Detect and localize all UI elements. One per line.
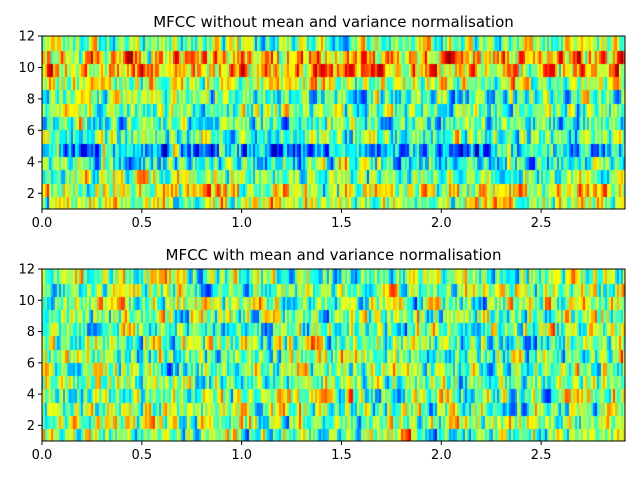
y-tick-label: 10: [18, 294, 35, 309]
x-tick-label: 2.0: [431, 216, 452, 231]
y-axis-ticks: 2 4 6 8 10 12: [18, 263, 42, 434]
y-tick-label: 12: [18, 263, 35, 278]
x-tick-label: 0.5: [131, 448, 152, 463]
spectrogram-subplot-normalised: MFCC with mean and variance normalisatio…: [18, 246, 626, 463]
y-tick-label: 6: [27, 124, 35, 139]
y-tick-label: 8: [27, 325, 35, 340]
y-tick-label: 6: [27, 356, 35, 371]
plot-frame: [41, 268, 626, 442]
x-tick-label: 1.5: [331, 216, 352, 231]
y-tick-label: 4: [27, 388, 35, 403]
y-tick-label: 2: [27, 419, 35, 434]
chart-title: MFCC without mean and variance normalisa…: [153, 13, 514, 31]
y-tick-label: 2: [27, 187, 35, 202]
y-tick-label: 4: [27, 155, 35, 170]
x-tick-label: 2.5: [531, 216, 552, 231]
x-tick-label: 2.5: [531, 448, 552, 463]
heatmap-area: [42, 269, 625, 441]
x-tick-label: 0.5: [131, 216, 152, 231]
x-axis-ticks: 0.0 0.5 1.0 1.5 2.0 2.5: [32, 441, 552, 463]
x-tick-label: 1.5: [331, 448, 352, 463]
x-tick-label: 0.0: [32, 448, 53, 463]
spectrogram-subplot-unnormalised: MFCC without mean and variance normalisa…: [18, 13, 626, 231]
y-axis-ticks: 2 4 6 8 10 12: [18, 30, 42, 202]
x-tick-label: 1.0: [231, 448, 252, 463]
x-axis-ticks: 0.0 0.5 1.0 1.5 2.0 2.5: [32, 209, 552, 231]
x-tick-label: 1.0: [231, 216, 252, 231]
y-tick-label: 12: [18, 30, 35, 45]
x-tick-label: 2.0: [431, 448, 452, 463]
y-tick-label: 10: [18, 61, 35, 76]
plot-frame: [41, 35, 626, 210]
x-tick-label: 0.0: [32, 216, 53, 231]
heatmap-area: [42, 36, 625, 209]
y-tick-label: 8: [27, 92, 35, 107]
chart-title: MFCC with mean and variance normalisatio…: [166, 246, 502, 264]
